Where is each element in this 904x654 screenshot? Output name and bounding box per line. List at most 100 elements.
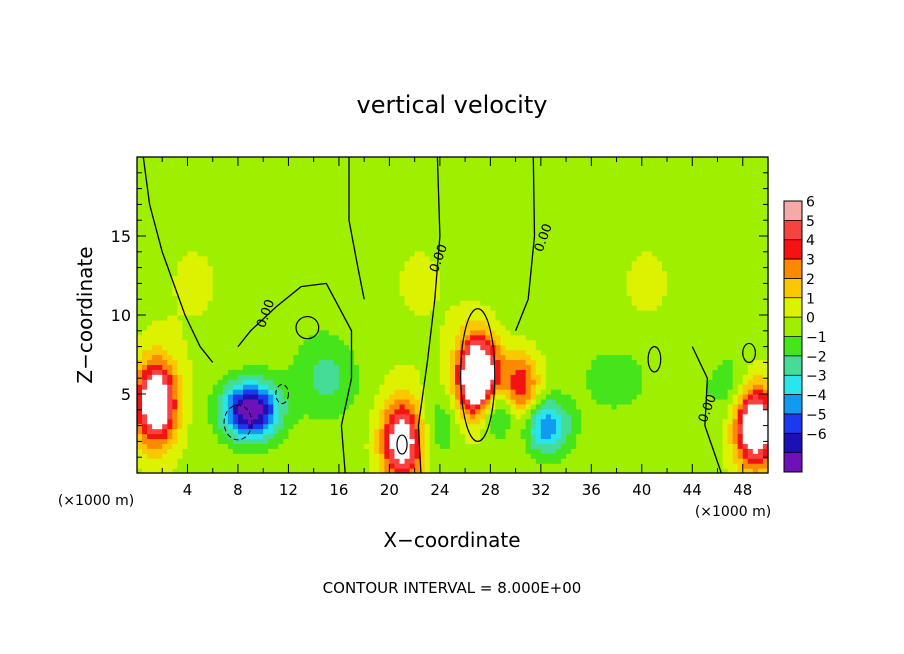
field-cell <box>222 334 229 341</box>
field-cell <box>192 206 199 212</box>
field-cell <box>177 354 184 361</box>
field-cell <box>369 364 375 370</box>
field-cell <box>399 315 406 321</box>
field-cell <box>197 324 204 331</box>
field-cell <box>399 453 406 459</box>
field-cell <box>182 196 189 203</box>
field-cell <box>485 403 491 410</box>
field-cell <box>525 216 532 222</box>
field-cell <box>500 265 507 272</box>
field-cell <box>232 166 239 173</box>
field-cell <box>147 250 153 257</box>
field-cell <box>384 270 390 277</box>
field-cell <box>490 394 497 400</box>
field-cell <box>475 329 481 336</box>
field-cell <box>273 468 279 474</box>
field-cell <box>419 428 426 435</box>
field-cell <box>515 221 522 227</box>
field-cell <box>444 310 451 316</box>
field-cell <box>374 453 380 459</box>
field-cell <box>147 448 153 454</box>
field-cell <box>414 379 421 385</box>
field-cell <box>369 438 375 444</box>
field-cell <box>253 324 259 331</box>
field-cell <box>338 280 345 286</box>
field-cell <box>157 166 163 173</box>
field-cell <box>510 394 517 400</box>
field-cell <box>475 418 481 425</box>
field-cell <box>379 310 385 316</box>
field-cell <box>298 201 305 207</box>
field-cell <box>172 344 178 351</box>
field-cell <box>273 374 279 380</box>
field-cell <box>444 394 451 400</box>
field-cell <box>192 280 199 286</box>
field-cell <box>460 280 466 286</box>
field-cell <box>475 300 481 306</box>
field-cell <box>328 221 335 227</box>
field-cell <box>217 245 224 252</box>
field-cell <box>439 463 446 469</box>
field-cell <box>439 310 446 316</box>
field-cell <box>288 176 295 183</box>
field-cell <box>495 186 502 193</box>
field-cell <box>379 186 385 193</box>
field-cell <box>298 157 305 163</box>
field-cell <box>449 196 456 203</box>
field-cell <box>444 161 451 168</box>
field-cell <box>369 305 375 311</box>
field-cell <box>258 186 264 193</box>
field-cell <box>510 181 517 188</box>
field-cell <box>354 339 360 346</box>
field-cell <box>495 305 502 311</box>
field-cell <box>515 398 522 405</box>
field-cell <box>308 166 315 173</box>
field-cell <box>384 181 390 188</box>
field-cell <box>460 364 466 370</box>
field-cell <box>515 211 522 217</box>
field-cell <box>237 389 244 395</box>
field-cell <box>470 191 476 198</box>
field-cell <box>364 354 370 361</box>
field-cell <box>490 290 497 296</box>
field-cell <box>298 300 305 306</box>
field-cell <box>424 206 431 212</box>
field-cell <box>243 221 249 227</box>
field-cell <box>162 394 168 400</box>
field-cell <box>379 226 385 232</box>
field-cell <box>485 176 491 183</box>
field-cell <box>389 275 396 282</box>
field-cell <box>248 315 254 321</box>
field-cell <box>465 285 471 291</box>
field-cell <box>364 398 370 405</box>
field-cell <box>409 305 416 311</box>
field-cell <box>455 216 461 222</box>
field-cell <box>142 463 148 469</box>
field-cell <box>520 216 527 222</box>
field-cell <box>515 423 522 430</box>
field-cell <box>333 359 340 365</box>
field-cell <box>434 468 441 474</box>
field-cell <box>409 349 416 356</box>
field-cell <box>217 443 224 449</box>
field-cell <box>212 285 219 291</box>
field-cell <box>359 260 365 267</box>
field-cell <box>313 300 320 306</box>
field-cell <box>414 221 421 227</box>
field-cell <box>142 384 148 390</box>
field-cell <box>237 201 244 207</box>
field-cell <box>455 394 461 400</box>
field-cell <box>475 468 481 474</box>
field-cell <box>490 280 497 286</box>
field-cell <box>414 191 421 198</box>
field-cell <box>212 157 219 163</box>
field-cell <box>419 408 426 415</box>
field-cell <box>338 161 345 168</box>
field-cell <box>520 384 527 390</box>
field-cell <box>142 196 148 203</box>
field-cell <box>404 275 411 282</box>
field-cell <box>505 211 512 217</box>
field-cell <box>374 236 380 242</box>
field-cell <box>217 191 224 198</box>
field-cell <box>505 236 512 242</box>
